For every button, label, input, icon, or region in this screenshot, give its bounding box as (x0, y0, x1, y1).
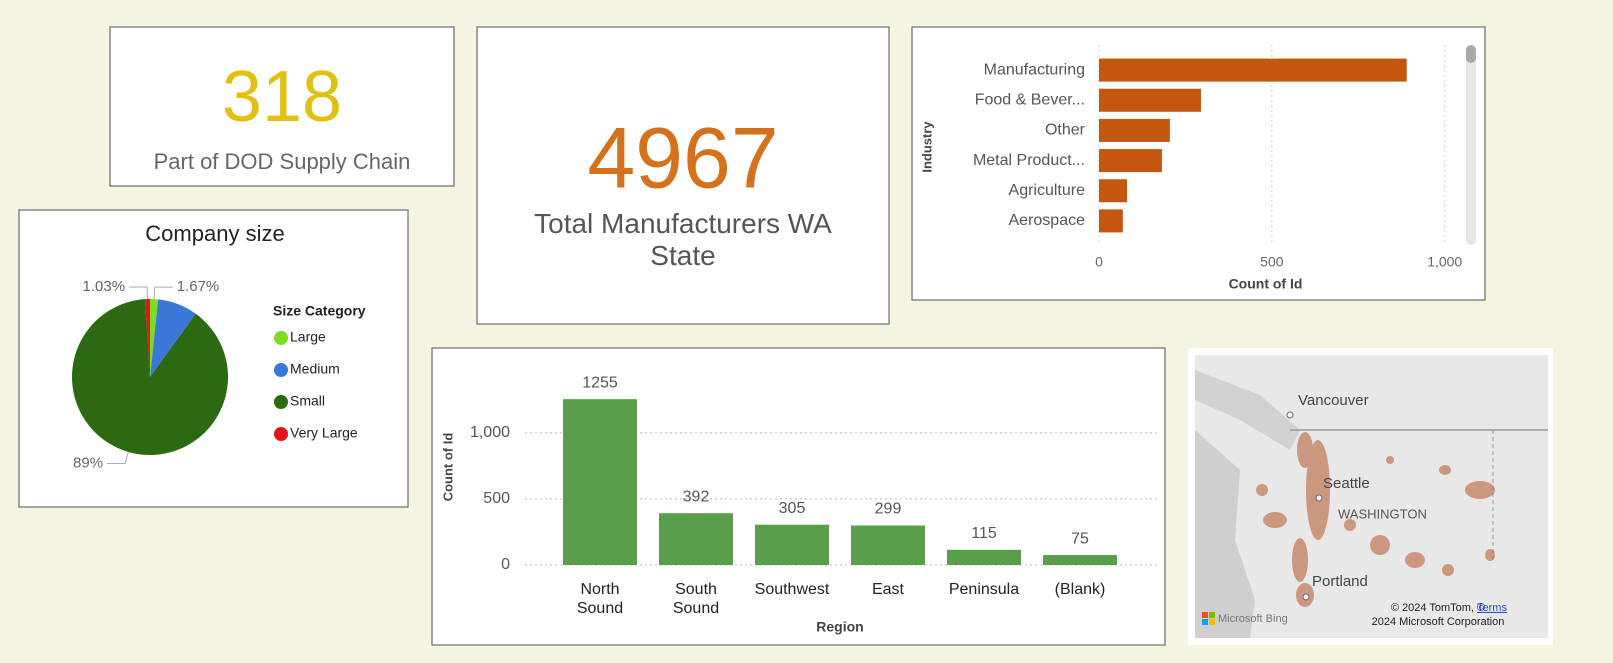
bar (563, 399, 637, 565)
dashboard: 318 Part of DOD Supply Chain 4967 Total … (0, 0, 1613, 663)
x-tick-label: 500 (1260, 254, 1284, 270)
page: 318 Part of DOD Supply Chain 4967 Total … (0, 0, 1613, 663)
legend-marker (274, 395, 288, 409)
x-axis-title: Region (816, 619, 863, 635)
x-tick-label: East (872, 581, 905, 598)
x-axis-title: Count of Id (1229, 276, 1303, 292)
legend-marker (274, 427, 288, 441)
y-tick-label: Other (1045, 122, 1086, 139)
map-brand: Microsoft Bing (1218, 613, 1288, 625)
bar (1099, 149, 1162, 172)
place-label: Vancouver (1298, 392, 1369, 409)
bar (1099, 59, 1407, 82)
legend-label: Large (290, 329, 326, 345)
legend-marker (274, 331, 288, 345)
chart-card (432, 348, 1165, 645)
y-tick-label: Manufacturing (984, 61, 1085, 78)
x-tick-label: 0 (1095, 254, 1103, 270)
legend-marker (274, 363, 288, 377)
bar (851, 525, 925, 565)
chart-title: Company size (145, 221, 284, 246)
data-label: 392 (683, 488, 710, 505)
bar (1099, 179, 1127, 202)
data-label: 115 (971, 525, 997, 542)
place-label: WASHINGTON (1338, 506, 1427, 521)
x-tick-label: 1,000 (1427, 254, 1462, 270)
kpi-label: Part of DOD Supply Chain (154, 149, 411, 174)
bar (659, 513, 733, 565)
bar (947, 550, 1021, 565)
legend-label: Very Large (290, 425, 358, 441)
y-tick-label: Food & Bever... (975, 91, 1085, 108)
legend-label: Small (290, 393, 325, 409)
scroll-thumb[interactable] (1466, 45, 1476, 63)
x-tick-label: Peninsula (949, 581, 1019, 598)
map-terms[interactable]: Terms (1477, 602, 1507, 614)
city-dot (1303, 594, 1309, 600)
data-label: 89% (73, 454, 103, 471)
data-label: 305 (779, 500, 806, 517)
bar (1099, 89, 1201, 112)
y-tick-label: 500 (483, 490, 510, 507)
y-tick-label: Aerospace (1009, 212, 1086, 229)
y-tick-label: Agriculture (1009, 182, 1086, 199)
y-axis-title: Industry (919, 121, 934, 173)
map: Vancouver Seattle WASHINGTON Portland Mi… (1195, 355, 1548, 638)
data-label: 1.67% (177, 278, 220, 295)
y-axis-title: Count of Id (440, 433, 455, 502)
x-tick-label: Southwest (755, 581, 830, 598)
city-dot (1316, 495, 1322, 501)
bar (755, 525, 829, 565)
scrollbar[interactable] (1466, 45, 1476, 245)
city-dot (1287, 412, 1293, 418)
kpi-value: 318 (222, 57, 342, 137)
legend-title: Size Category (273, 303, 366, 319)
place-label: Seattle (1323, 475, 1370, 492)
bar (1099, 119, 1170, 142)
kpi-value: 4967 (587, 111, 778, 207)
x-tick-label: (Blank) (1055, 581, 1106, 598)
data-label: 1.03% (83, 278, 126, 295)
legend-label: Medium (290, 361, 340, 377)
data-label: 299 (875, 501, 902, 518)
bar (1043, 555, 1117, 565)
data-label: 1255 (582, 374, 618, 391)
y-tick-label: Metal Product... (973, 152, 1085, 169)
data-label: 75 (1071, 530, 1089, 547)
bar (1099, 209, 1123, 232)
y-tick-label: 1,000 (470, 424, 510, 441)
place-label: Portland (1312, 573, 1368, 590)
y-tick-label: 0 (501, 556, 510, 573)
